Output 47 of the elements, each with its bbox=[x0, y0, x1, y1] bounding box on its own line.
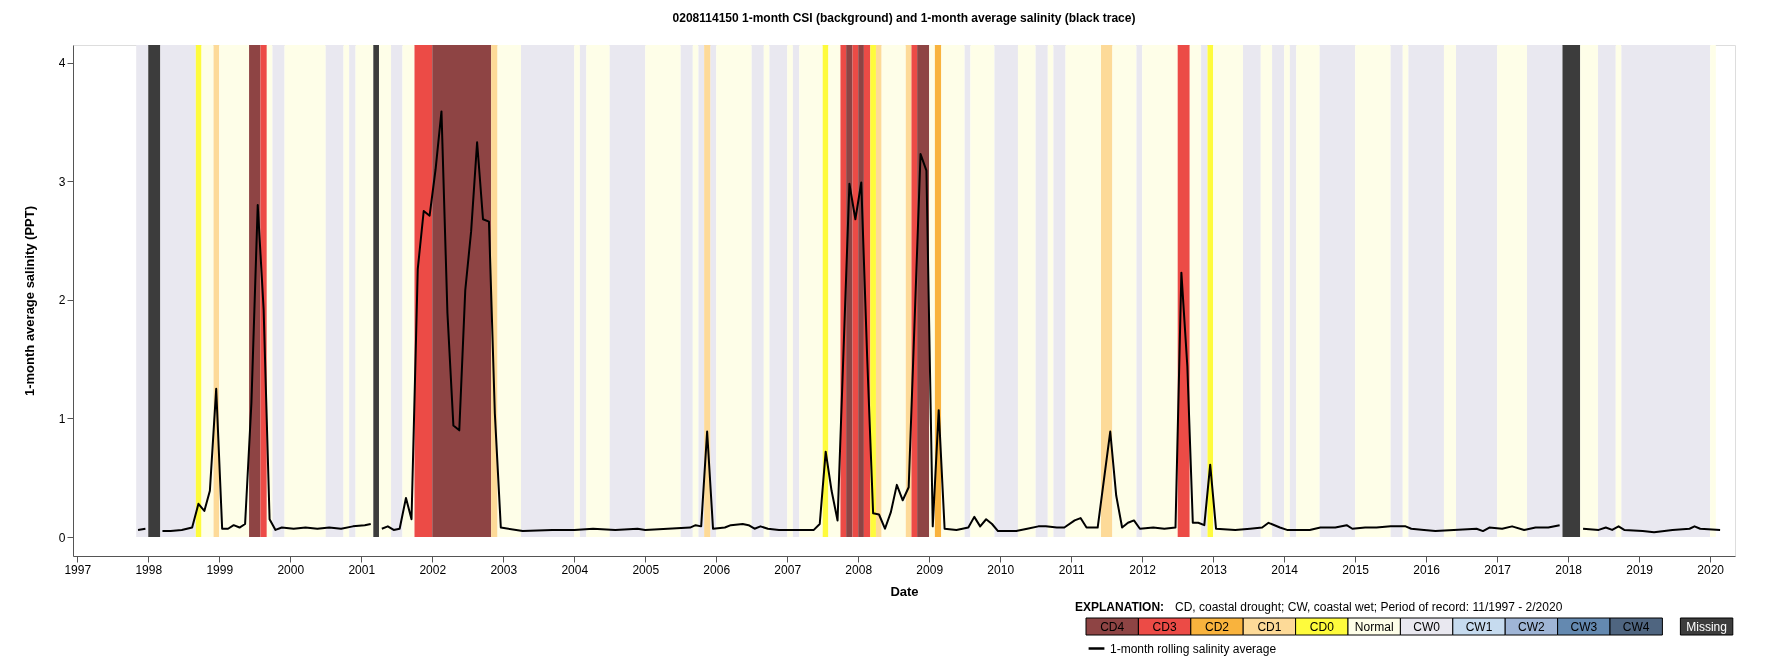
category-label: CD0 bbox=[1309, 620, 1335, 634]
category-label: CD4 bbox=[1100, 620, 1125, 634]
x-tick-label: 2009 bbox=[916, 562, 944, 577]
x-tick-label: 1999 bbox=[206, 562, 234, 577]
category-label: CD2 bbox=[1204, 620, 1230, 634]
x-tick-label: 2000 bbox=[277, 562, 305, 577]
x-tick-label: 2014 bbox=[1271, 562, 1299, 577]
y-axis-title: 1-month average salinity (PPT) bbox=[21, 206, 37, 396]
x-tick-label: 2008 bbox=[845, 562, 873, 577]
x-axis-title: Date bbox=[890, 583, 919, 599]
category-label: CW2 bbox=[1518, 620, 1546, 634]
category-label: CW1 bbox=[1465, 620, 1493, 634]
x-tick-label: 2011 bbox=[1058, 562, 1085, 577]
x-tick-label: 2007 bbox=[774, 562, 802, 577]
x-tick-label: 2012 bbox=[1129, 562, 1157, 577]
x-tick-label: 2018 bbox=[1555, 562, 1583, 577]
text: CD, coastal drought; CW, coastal wet; Period of record: 11/1997 - 2/2020 bbox=[1175, 600, 1563, 614]
x-tick-label: 2004 bbox=[561, 562, 589, 577]
x-tick-label: 2016 bbox=[1413, 562, 1441, 577]
category-label: CW0 bbox=[1413, 620, 1441, 634]
x-tick-label: 1997 bbox=[64, 562, 92, 577]
legend-label: 1-month rolling salinity average bbox=[1110, 641, 1277, 656]
chart-title: 0208114150 1-month CSI (background) and 1-month average salinity (black trace) bbox=[672, 11, 1136, 25]
x-tick-label: 2003 bbox=[490, 562, 518, 577]
text: EXPLANATION: bbox=[1075, 600, 1165, 614]
y-tick-label: 3 bbox=[58, 174, 66, 189]
x-tick-label: 1998 bbox=[135, 562, 163, 577]
category-label: Normal bbox=[1354, 620, 1394, 634]
category-label: CD1 bbox=[1257, 620, 1282, 634]
y-tick-label: 1 bbox=[58, 411, 66, 426]
category-label: CW3 bbox=[1570, 620, 1598, 634]
x-tick-label: 2005 bbox=[632, 562, 660, 577]
y-tick-label: 0 bbox=[58, 530, 66, 545]
x-tick-label: 2013 bbox=[1200, 562, 1228, 577]
x-tick-label: 2001 bbox=[348, 562, 376, 577]
x-tick-label: 2017 bbox=[1484, 562, 1512, 577]
x-tick-label: 2015 bbox=[1342, 562, 1370, 577]
category-label: Missing bbox=[1686, 620, 1727, 634]
y-tick-label: 4 bbox=[58, 56, 66, 71]
x-tick-label: 2006 bbox=[703, 562, 731, 577]
x-tick-label: 2002 bbox=[419, 562, 447, 577]
x-tick-label: 2020 bbox=[1697, 562, 1725, 577]
category-label: CW4 bbox=[1622, 620, 1650, 634]
x-tick-label: 2010 bbox=[987, 562, 1015, 577]
y-tick-label: 2 bbox=[58, 293, 66, 308]
category-label: CD3 bbox=[1152, 620, 1177, 634]
x-tick-label: 2019 bbox=[1626, 562, 1654, 577]
